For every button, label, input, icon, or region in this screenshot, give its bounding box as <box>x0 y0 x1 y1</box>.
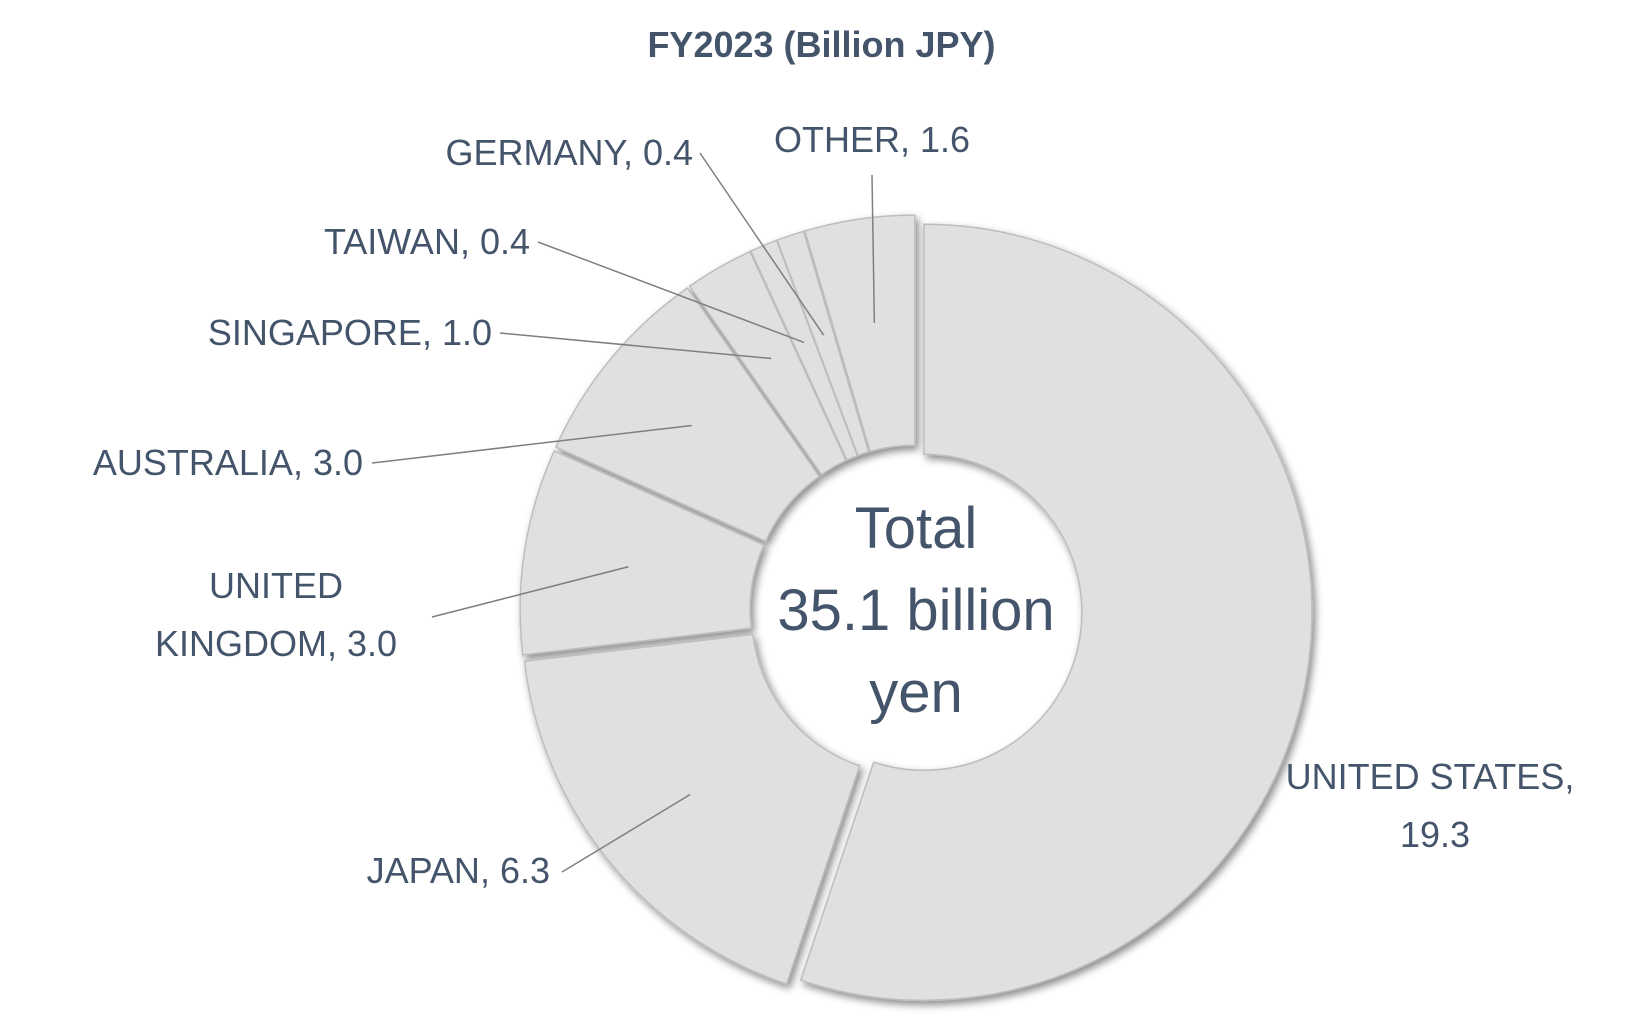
data-label: AUSTRALIA, 3.0 <box>93 434 363 492</box>
label-separator: , <box>459 221 480 262</box>
leader-line <box>537 241 805 344</box>
data-label: TAIWAN, 0.4 <box>324 213 530 271</box>
label-category: UNITED STATES <box>1285 756 1565 797</box>
label-category: UNITED KINGDOM <box>154 565 343 664</box>
data-label: OTHER, 1.6 <box>752 111 992 169</box>
data-label: SINGAPORE, 1.0 <box>208 304 492 362</box>
data-label: JAPAN, 6.3 <box>367 842 550 900</box>
leader-line <box>871 174 876 324</box>
label-value: 0.4 <box>479 221 530 262</box>
sector <box>554 286 821 543</box>
label-category: JAPAN <box>366 850 480 891</box>
label-category: AUSTRALIA <box>92 442 293 483</box>
label-value: 3.0 <box>312 442 363 483</box>
label-separator: , <box>326 623 347 664</box>
chart-title: FY2023 (Billion JPY) <box>647 24 996 65</box>
leader-line <box>499 332 772 360</box>
label-separator: , <box>622 132 643 173</box>
label-value: 6.3 <box>499 850 550 891</box>
center-line: 35.1 billion <box>777 578 1055 643</box>
sector <box>776 230 870 457</box>
center-line: Total <box>854 496 978 561</box>
label-category: GERMANY <box>445 132 623 173</box>
label-separator: , <box>421 312 442 353</box>
sector <box>519 449 765 656</box>
label-category: OTHER <box>773 119 900 160</box>
sector <box>804 214 916 453</box>
leader-line <box>699 152 825 336</box>
label-value: 0.4 <box>642 132 693 173</box>
label-value: 3.0 <box>346 623 398 664</box>
label-separator: , <box>479 850 500 891</box>
label-separator: , <box>1564 756 1585 797</box>
sectors <box>519 214 1313 1001</box>
center-line: yen <box>869 660 963 725</box>
label-separator: , <box>899 119 920 160</box>
label-separator: , <box>292 442 313 483</box>
data-label: UNITED STATES, 19.3 <box>1265 748 1605 864</box>
label-value: 1.6 <box>919 119 971 160</box>
leader-line <box>561 793 691 873</box>
label-value: 1.0 <box>441 312 492 353</box>
data-label: UNITED KINGDOM, 3.0 <box>116 557 436 673</box>
leader-line <box>431 566 629 618</box>
label-category: SINGAPORE <box>207 312 422 353</box>
label-category: TAIWAN <box>323 221 460 262</box>
center-label: Total 35.1 billion yen <box>736 488 1096 734</box>
data-label: GERMANY, 0.4 <box>446 124 693 182</box>
leader-line <box>371 424 692 464</box>
label-value: 19.3 <box>1399 814 1471 855</box>
sector <box>523 633 861 985</box>
sector <box>799 223 1313 1001</box>
sector <box>688 250 848 476</box>
